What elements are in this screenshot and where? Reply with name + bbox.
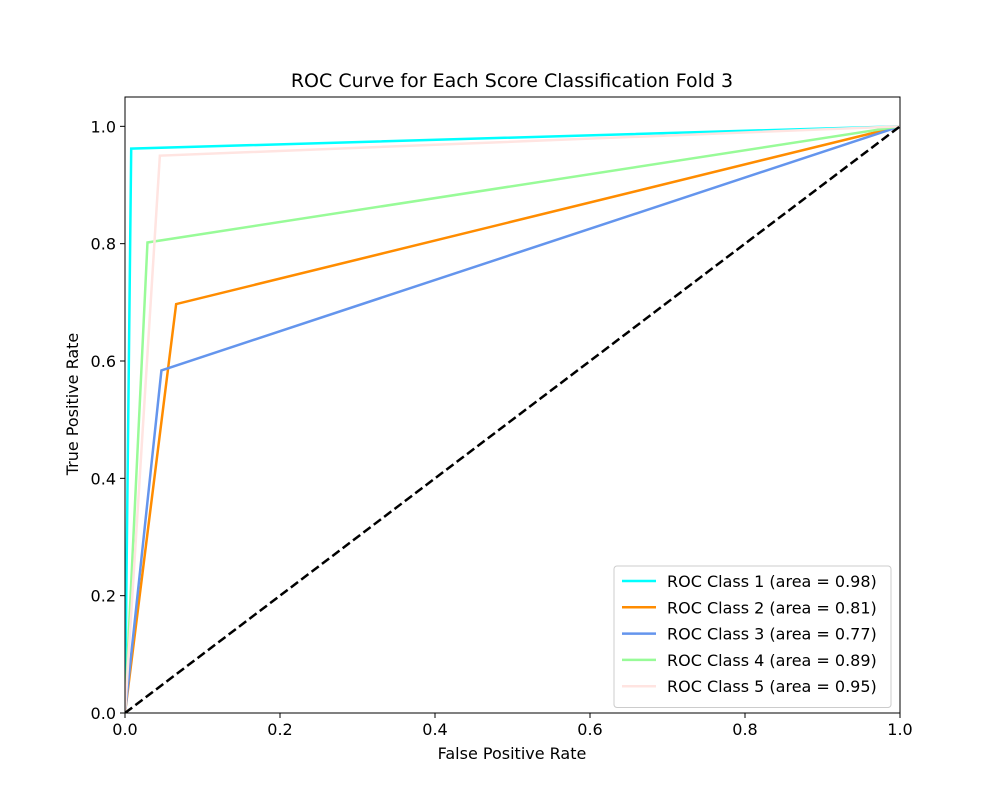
roc-line-class-1 xyxy=(125,125,900,713)
legend-label-class-5: ROC Class 5 (area = 0.95) xyxy=(667,677,877,696)
roc-line-class-2 xyxy=(125,125,900,713)
x-tick-label: 1.0 xyxy=(887,720,912,739)
x-axis-label: False Positive Rate xyxy=(438,744,587,763)
roc-line-class-5 xyxy=(125,125,900,713)
x-tick-label: 0.2 xyxy=(267,720,292,739)
y-axis-label: True Positive Rate xyxy=(63,333,82,477)
series-lines xyxy=(125,125,900,713)
plot-area xyxy=(124,96,901,714)
y-tick-label: 0.2 xyxy=(91,587,116,606)
y-tick-label: 0.0 xyxy=(91,704,116,723)
x-tick-label: 0.6 xyxy=(577,720,602,739)
legend-label-class-1: ROC Class 1 (area = 0.98) xyxy=(667,572,877,591)
x-tick-label: 0.4 xyxy=(422,720,447,739)
y-tick-label: 0.8 xyxy=(91,235,116,254)
y-tick-label: 0.6 xyxy=(91,352,116,371)
y-tick-label: 1.0 xyxy=(91,117,116,136)
legend-box xyxy=(613,565,892,708)
legend-label-class-3: ROC Class 3 (area = 0.77) xyxy=(667,625,877,644)
axis-ticks: 0.0 0.2 0.4 0.6 0.8 1.0 0.0 0.2 0.4 0.6 0.8 1.0 xyxy=(91,117,913,739)
roc-line-class-4 xyxy=(125,125,900,713)
legend-label-class-2: ROC Class 2 (area = 0.81) xyxy=(667,598,877,617)
axes-frame xyxy=(124,96,901,714)
roc-line-class-3 xyxy=(125,125,900,713)
legend-label-class-4: ROC Class 4 (area = 0.89) xyxy=(667,651,877,670)
x-tick-label: 0.8 xyxy=(732,720,757,739)
chart-title: ROC Curve for Each Score Classification … xyxy=(291,70,733,92)
y-tick-label: 0.4 xyxy=(91,469,116,488)
x-tick-label: 0.0 xyxy=(112,720,137,739)
legend: ROC Class 1 (area = 0.98) ROC Class 2 (ar… xyxy=(613,565,892,708)
chance-diagonal-line xyxy=(125,125,900,713)
